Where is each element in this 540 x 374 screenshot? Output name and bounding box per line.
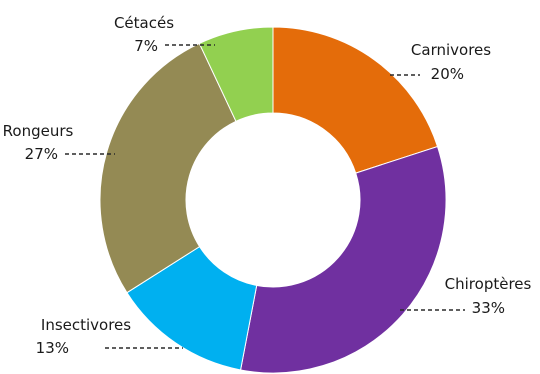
slice-chiropteres — [239, 145, 447, 374]
label-carnivores-name: Carnivores — [411, 41, 491, 59]
label-rongeurs-value: 27% — [25, 145, 58, 163]
label-insectivores-value: 13% — [36, 339, 69, 357]
slices-group — [99, 26, 447, 374]
slice-carnivores — [272, 26, 439, 174]
label-chiropteres-value: 33% — [472, 299, 505, 317]
label-cetaces-name: Cétacés — [114, 14, 174, 32]
label-rongeurs-name: Rongeurs — [3, 122, 74, 140]
label-insectivores-name: Insectivores — [41, 316, 131, 334]
slice-cetaces — [198, 26, 274, 122]
label-cetaces-value: 7% — [134, 37, 158, 55]
label-chiropteres-name: Chiroptères — [445, 275, 532, 293]
leader-lines-group — [65, 44, 465, 349]
slice-rongeurs — [99, 42, 237, 294]
label-carnivores-value: 20% — [431, 65, 464, 83]
